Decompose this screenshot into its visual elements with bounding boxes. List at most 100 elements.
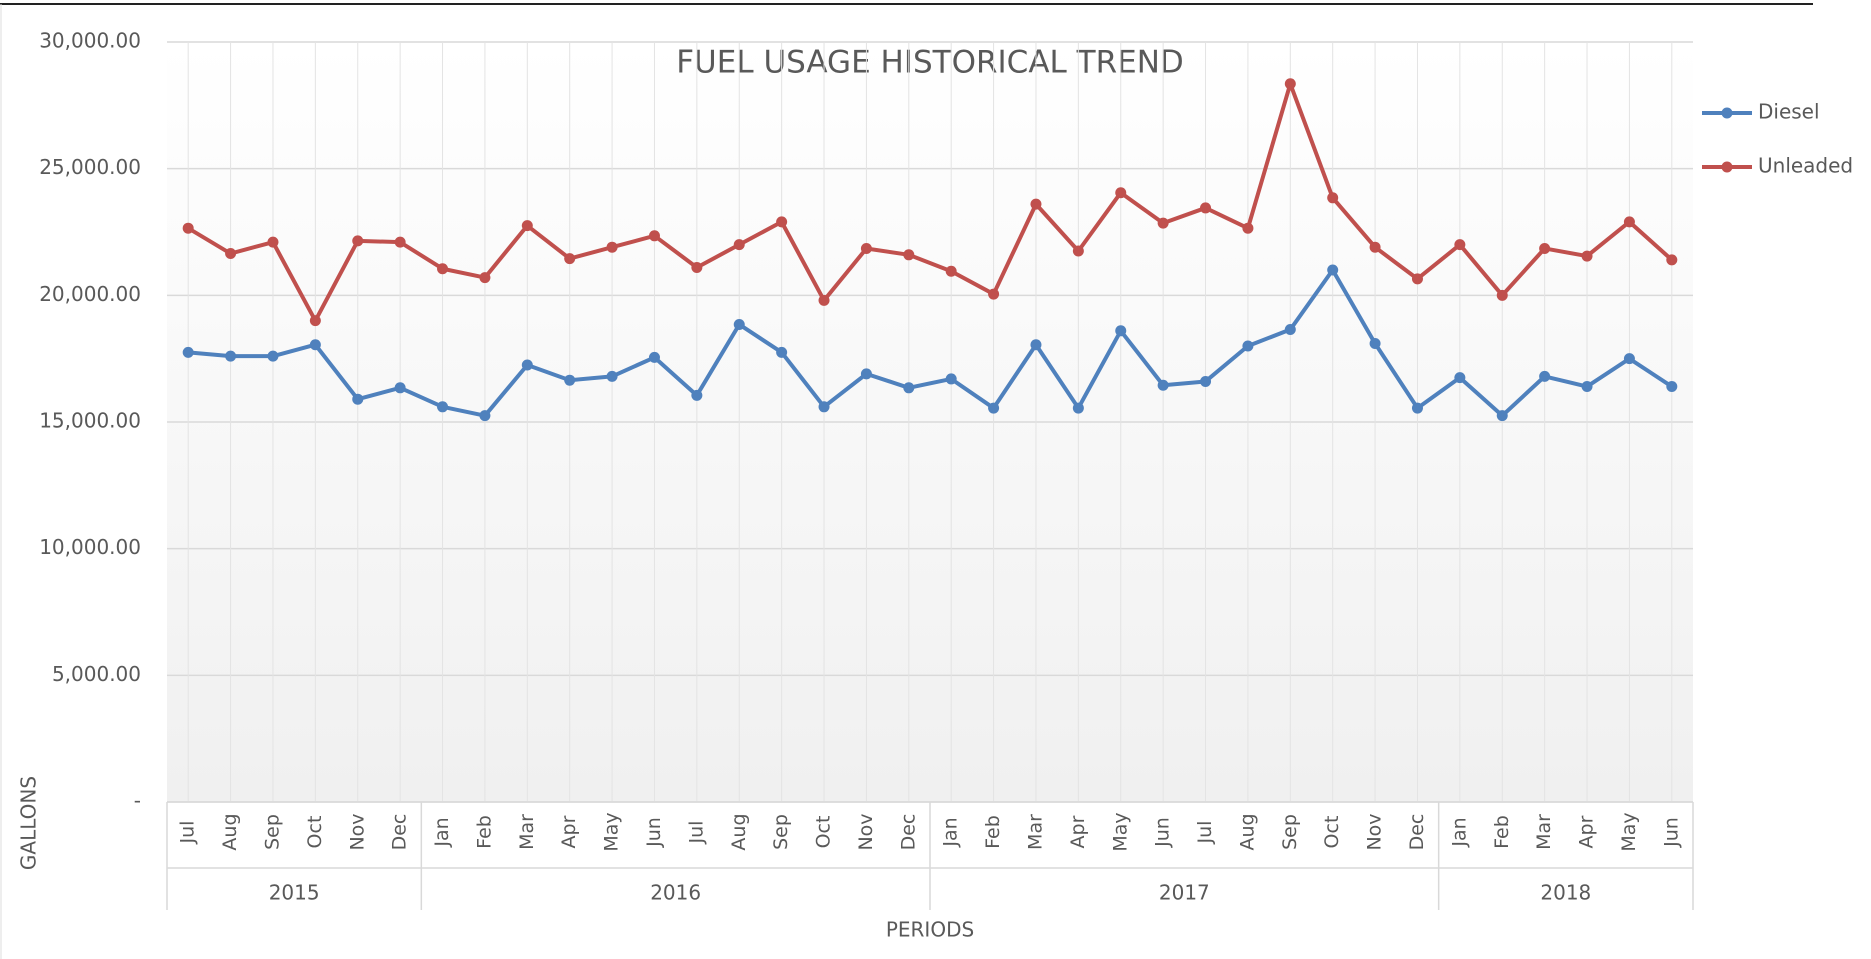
data-point bbox=[733, 318, 745, 330]
x-tick-label: May bbox=[601, 812, 623, 851]
x-tick-label: Oct bbox=[813, 816, 835, 849]
x-tick-label: Oct bbox=[1321, 816, 1343, 849]
x-axis-title: PERIODS bbox=[886, 918, 974, 942]
y-axis-title: GALLONS bbox=[17, 776, 41, 870]
x-tick-label: Feb bbox=[473, 815, 495, 849]
x-tick-label: Nov bbox=[855, 813, 877, 850]
data-point bbox=[818, 401, 830, 413]
data-point bbox=[225, 350, 237, 362]
data-point bbox=[945, 373, 957, 385]
group-label: 2015 bbox=[269, 881, 320, 905]
data-point bbox=[394, 382, 406, 394]
data-point bbox=[394, 236, 406, 248]
data-point bbox=[776, 216, 788, 228]
data-point bbox=[1284, 78, 1296, 90]
chart-title: FUEL USAGE HISTORICAL TREND bbox=[676, 45, 1184, 81]
data-point bbox=[648, 351, 660, 363]
data-point bbox=[479, 410, 491, 422]
legend-marker bbox=[1721, 161, 1733, 173]
x-tick-label: Dec bbox=[897, 814, 919, 851]
data-point bbox=[1581, 250, 1593, 262]
y-tick-label: 15,000.00 bbox=[39, 409, 141, 433]
x-tick-label: Oct bbox=[304, 816, 326, 849]
data-point bbox=[1623, 216, 1635, 228]
data-point bbox=[309, 339, 321, 351]
data-point bbox=[521, 359, 533, 371]
data-point bbox=[1072, 245, 1084, 257]
data-point bbox=[1369, 241, 1381, 253]
x-tick-label: Jun bbox=[1660, 817, 1682, 848]
data-point bbox=[1411, 273, 1423, 285]
data-point bbox=[1284, 324, 1296, 336]
data-point bbox=[1327, 264, 1339, 276]
x-tick-label: May bbox=[1109, 812, 1131, 851]
data-point bbox=[267, 350, 279, 362]
x-tick-label: Feb bbox=[982, 815, 1004, 849]
data-point bbox=[1581, 381, 1593, 393]
data-point bbox=[1411, 402, 1423, 414]
data-point bbox=[1115, 187, 1127, 199]
x-tick-label: Nov bbox=[346, 813, 368, 850]
y-tick-label: 10,000.00 bbox=[39, 535, 141, 559]
x-tick-label: Jul bbox=[685, 821, 707, 845]
data-point bbox=[1539, 370, 1551, 382]
data-point bbox=[1539, 242, 1551, 254]
x-tick-label: Dec bbox=[389, 814, 411, 851]
x-tick-label: Jun bbox=[1152, 817, 1174, 848]
data-point bbox=[733, 239, 745, 251]
x-tick-label: Sep bbox=[1279, 814, 1301, 850]
x-tick-label: Mar bbox=[1533, 814, 1555, 850]
data-point bbox=[988, 402, 1000, 414]
x-tick-label: Mar bbox=[1024, 814, 1046, 850]
data-point bbox=[1496, 289, 1508, 301]
x-tick-label: Apr bbox=[1067, 815, 1089, 848]
data-point bbox=[776, 346, 788, 358]
y-tick-label: - bbox=[134, 789, 141, 813]
legend-label: Unleaded bbox=[1758, 154, 1853, 178]
data-point bbox=[988, 288, 1000, 300]
data-point bbox=[1200, 375, 1212, 387]
y-tick-label: 5,000.00 bbox=[52, 662, 141, 686]
data-point bbox=[691, 389, 703, 401]
group-label: 2016 bbox=[650, 881, 701, 905]
series-line bbox=[188, 268, 1673, 418]
data-point bbox=[437, 263, 449, 275]
x-tick-label: Dec bbox=[1406, 814, 1428, 851]
data-point bbox=[945, 265, 957, 277]
x-tick-label: May bbox=[1618, 812, 1640, 851]
data-point bbox=[1369, 337, 1381, 349]
data-point bbox=[1623, 353, 1635, 365]
x-tick-label: Sep bbox=[261, 814, 283, 850]
data-point bbox=[1030, 198, 1042, 210]
data-point bbox=[182, 222, 194, 234]
data-point bbox=[225, 248, 237, 260]
data-point bbox=[903, 249, 915, 261]
legend-label: Diesel bbox=[1758, 100, 1820, 124]
x-tick-label: Aug bbox=[219, 813, 241, 850]
data-point bbox=[1030, 339, 1042, 351]
data-point bbox=[564, 374, 576, 386]
data-point bbox=[479, 272, 491, 284]
x-tick-label: Jun bbox=[643, 817, 665, 848]
data-point bbox=[352, 393, 364, 405]
data-point bbox=[182, 346, 194, 358]
data-point bbox=[818, 294, 830, 306]
data-point bbox=[1242, 222, 1254, 234]
data-point bbox=[1242, 340, 1254, 352]
data-point bbox=[1157, 379, 1169, 391]
group-label: 2017 bbox=[1159, 881, 1210, 905]
data-point bbox=[1157, 217, 1169, 229]
data-point bbox=[1454, 372, 1466, 384]
x-tick-label: Nov bbox=[1364, 813, 1386, 850]
x-tick-label: Feb bbox=[1491, 815, 1513, 849]
data-point bbox=[1666, 381, 1678, 393]
series-line bbox=[187, 81, 1674, 323]
x-tick-label: Jul bbox=[177, 821, 199, 845]
data-point bbox=[1200, 202, 1212, 214]
x-tick-label: Apr bbox=[558, 815, 580, 848]
data-point bbox=[564, 253, 576, 265]
data-point bbox=[903, 382, 915, 394]
data-point bbox=[1666, 254, 1678, 266]
